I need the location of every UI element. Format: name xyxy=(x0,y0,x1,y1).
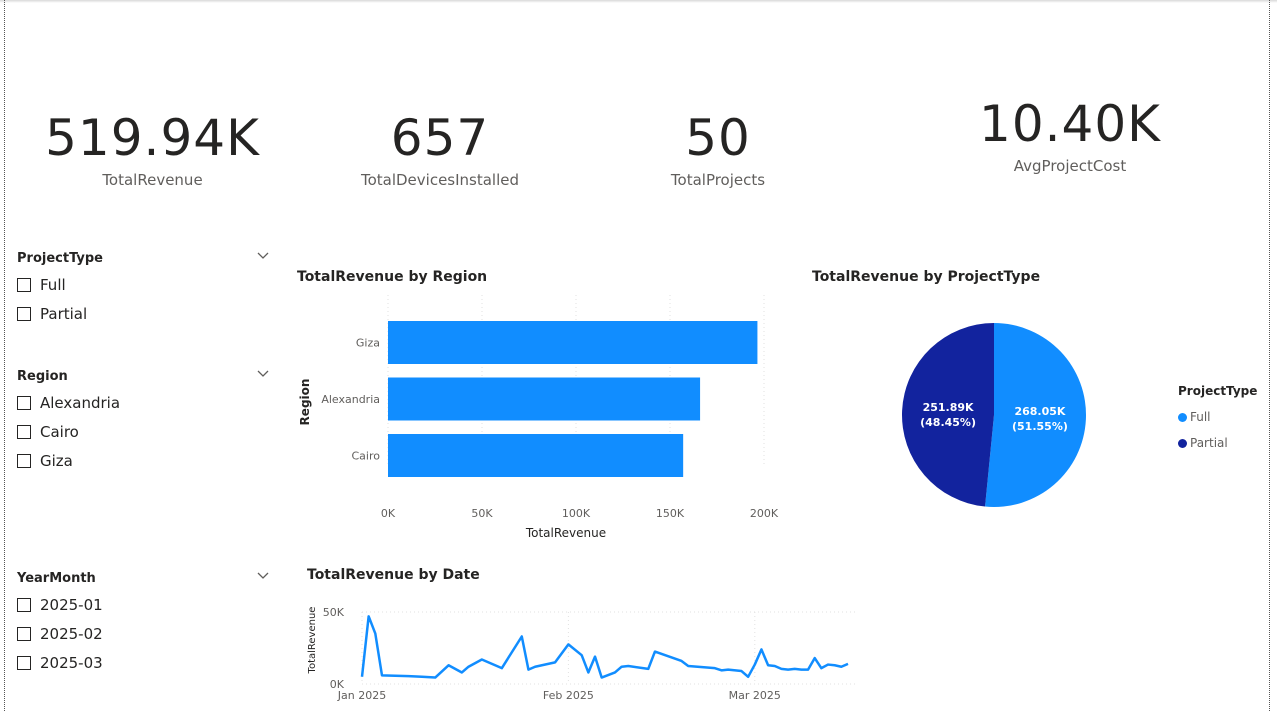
slicer-year-month: YearMonth 2025-01 2025-02 2025-03 xyxy=(17,571,272,677)
y-tick-label: Cairo xyxy=(352,450,381,463)
slicer-option-label: Full xyxy=(40,275,66,294)
legend-label: Partial xyxy=(1190,436,1228,450)
y-axis-label: Region xyxy=(298,379,312,426)
pie-slice-partial xyxy=(901,323,994,507)
kpi-value: 519.94K xyxy=(45,109,260,167)
x-tick-label: Jan 2025 xyxy=(337,689,386,702)
top-shadow xyxy=(0,0,1277,3)
slicer-option-partial[interactable]: Partial xyxy=(17,299,272,328)
kpi-label: TotalRevenue xyxy=(102,171,203,189)
slicer-project-type: ProjectType Full Partial xyxy=(17,251,272,328)
slicer-option-label: Partial xyxy=(40,304,88,323)
chevron-down-icon[interactable] xyxy=(256,248,270,262)
slicer-title: ProjectType xyxy=(17,251,103,266)
checkbox[interactable] xyxy=(17,395,31,410)
slicer-option-label: 2025-03 xyxy=(40,653,103,672)
slicer-option-label: Cairo xyxy=(40,422,79,441)
slicer-option-label: 2025-02 xyxy=(40,624,103,643)
y-tick-label: 0K xyxy=(330,678,345,691)
legend-title: ProjectType xyxy=(1178,384,1258,398)
slicer-option-2025-02[interactable]: 2025-02 xyxy=(17,619,272,648)
slice-value-label: 268.05K xyxy=(1014,405,1065,418)
slicer-option-alexandria[interactable]: Alexandria xyxy=(17,388,272,417)
checkbox[interactable] xyxy=(17,626,31,641)
pie-chart-project-type[interactable]: 268.05K (51.55%) 251.89K (48.45%) xyxy=(890,315,1100,520)
pie-slice-full xyxy=(985,323,1086,507)
kpi-label: TotalDevicesInstalled xyxy=(360,171,520,189)
chevron-down-icon[interactable] xyxy=(256,568,270,582)
x-tick-label: 0K xyxy=(381,507,396,520)
checkbox[interactable] xyxy=(17,277,31,292)
legend-item-partial[interactable]: Partial xyxy=(1178,430,1257,456)
kpi-value: 10.40K xyxy=(979,95,1161,153)
slice-pct-label: (51.55%) xyxy=(1012,420,1068,433)
x-tick-label: Mar 2025 xyxy=(729,689,781,702)
y-tick-label: Alexandria xyxy=(321,393,380,406)
chevron-down-icon[interactable] xyxy=(256,366,270,380)
kpi-total-revenue[interactable]: 519.94K TotalRevenue xyxy=(40,113,265,189)
bar-giza xyxy=(388,321,758,364)
kpi-label: AvgProjectCost xyxy=(1013,157,1127,175)
kpi-label: TotalProjects xyxy=(670,171,766,189)
slicer-option-label: Alexandria xyxy=(40,393,121,412)
slice-pct-label: (48.45%) xyxy=(920,416,976,429)
pie-legend: ProjectType Full Partial xyxy=(1178,384,1257,456)
y-tick-label: 50K xyxy=(323,606,345,619)
legend-dot xyxy=(1178,438,1187,448)
slicer-option-2025-01[interactable]: 2025-01 xyxy=(17,590,272,619)
slicer-title: YearMonth xyxy=(17,571,96,586)
bar-chart-region[interactable]: 0K 50K 100K 150K 200K Giza Alexandria Cairo Tota… xyxy=(290,290,790,545)
y-axis-label: TotalRevenue xyxy=(307,607,318,675)
line-chart-title: TotalRevenue by Date xyxy=(307,567,480,583)
pie-chart-title: TotalRevenue by ProjectType xyxy=(812,269,1041,285)
checkbox[interactable] xyxy=(17,424,31,439)
kpi-total-projects[interactable]: 50 TotalProjects xyxy=(628,113,808,189)
slicer-option-giza[interactable]: Giza xyxy=(17,446,272,475)
slicer-option-label: Giza xyxy=(40,451,73,470)
bar-alexandria xyxy=(388,377,701,421)
checkbox[interactable] xyxy=(17,453,31,468)
x-tick-label: 200K xyxy=(750,507,779,520)
slicer-option-cairo[interactable]: Cairo xyxy=(17,417,272,446)
slicer-region: Region Alexandria Cairo Giza xyxy=(17,369,272,475)
bar-cairo xyxy=(388,434,684,477)
x-tick-label: 150K xyxy=(656,507,685,520)
y-tick-label: Giza xyxy=(356,337,380,350)
kpi-total-devices[interactable]: 657 TotalDevicesInstalled xyxy=(330,113,550,189)
x-tick-label: Feb 2025 xyxy=(543,689,594,702)
legend-dot xyxy=(1178,412,1187,422)
slicer-option-full[interactable]: Full xyxy=(17,270,272,299)
legend-item-full[interactable]: Full xyxy=(1178,404,1257,430)
checkbox[interactable] xyxy=(17,306,31,321)
bar-chart-title: TotalRevenue by Region xyxy=(297,269,488,285)
kpi-avg-project-cost[interactable]: 10.40K AvgProjectCost xyxy=(960,99,1180,175)
slicer-title: Region xyxy=(17,369,68,384)
x-axis-label: TotalRevenue xyxy=(525,526,606,540)
slicer-option-2025-03[interactable]: 2025-03 xyxy=(17,648,272,677)
legend-label: Full xyxy=(1190,410,1211,424)
checkbox[interactable] xyxy=(17,597,31,612)
x-tick-label: 100K xyxy=(562,507,591,520)
report-canvas-frame xyxy=(4,0,1270,711)
series-line xyxy=(360,615,849,679)
x-tick-label: 50K xyxy=(471,507,493,520)
kpi-value: 50 xyxy=(685,109,751,167)
checkbox[interactable] xyxy=(17,655,31,670)
slice-value-label: 251.89K xyxy=(923,401,974,414)
slicer-option-label: 2025-01 xyxy=(40,595,103,614)
kpi-value: 657 xyxy=(390,109,490,167)
